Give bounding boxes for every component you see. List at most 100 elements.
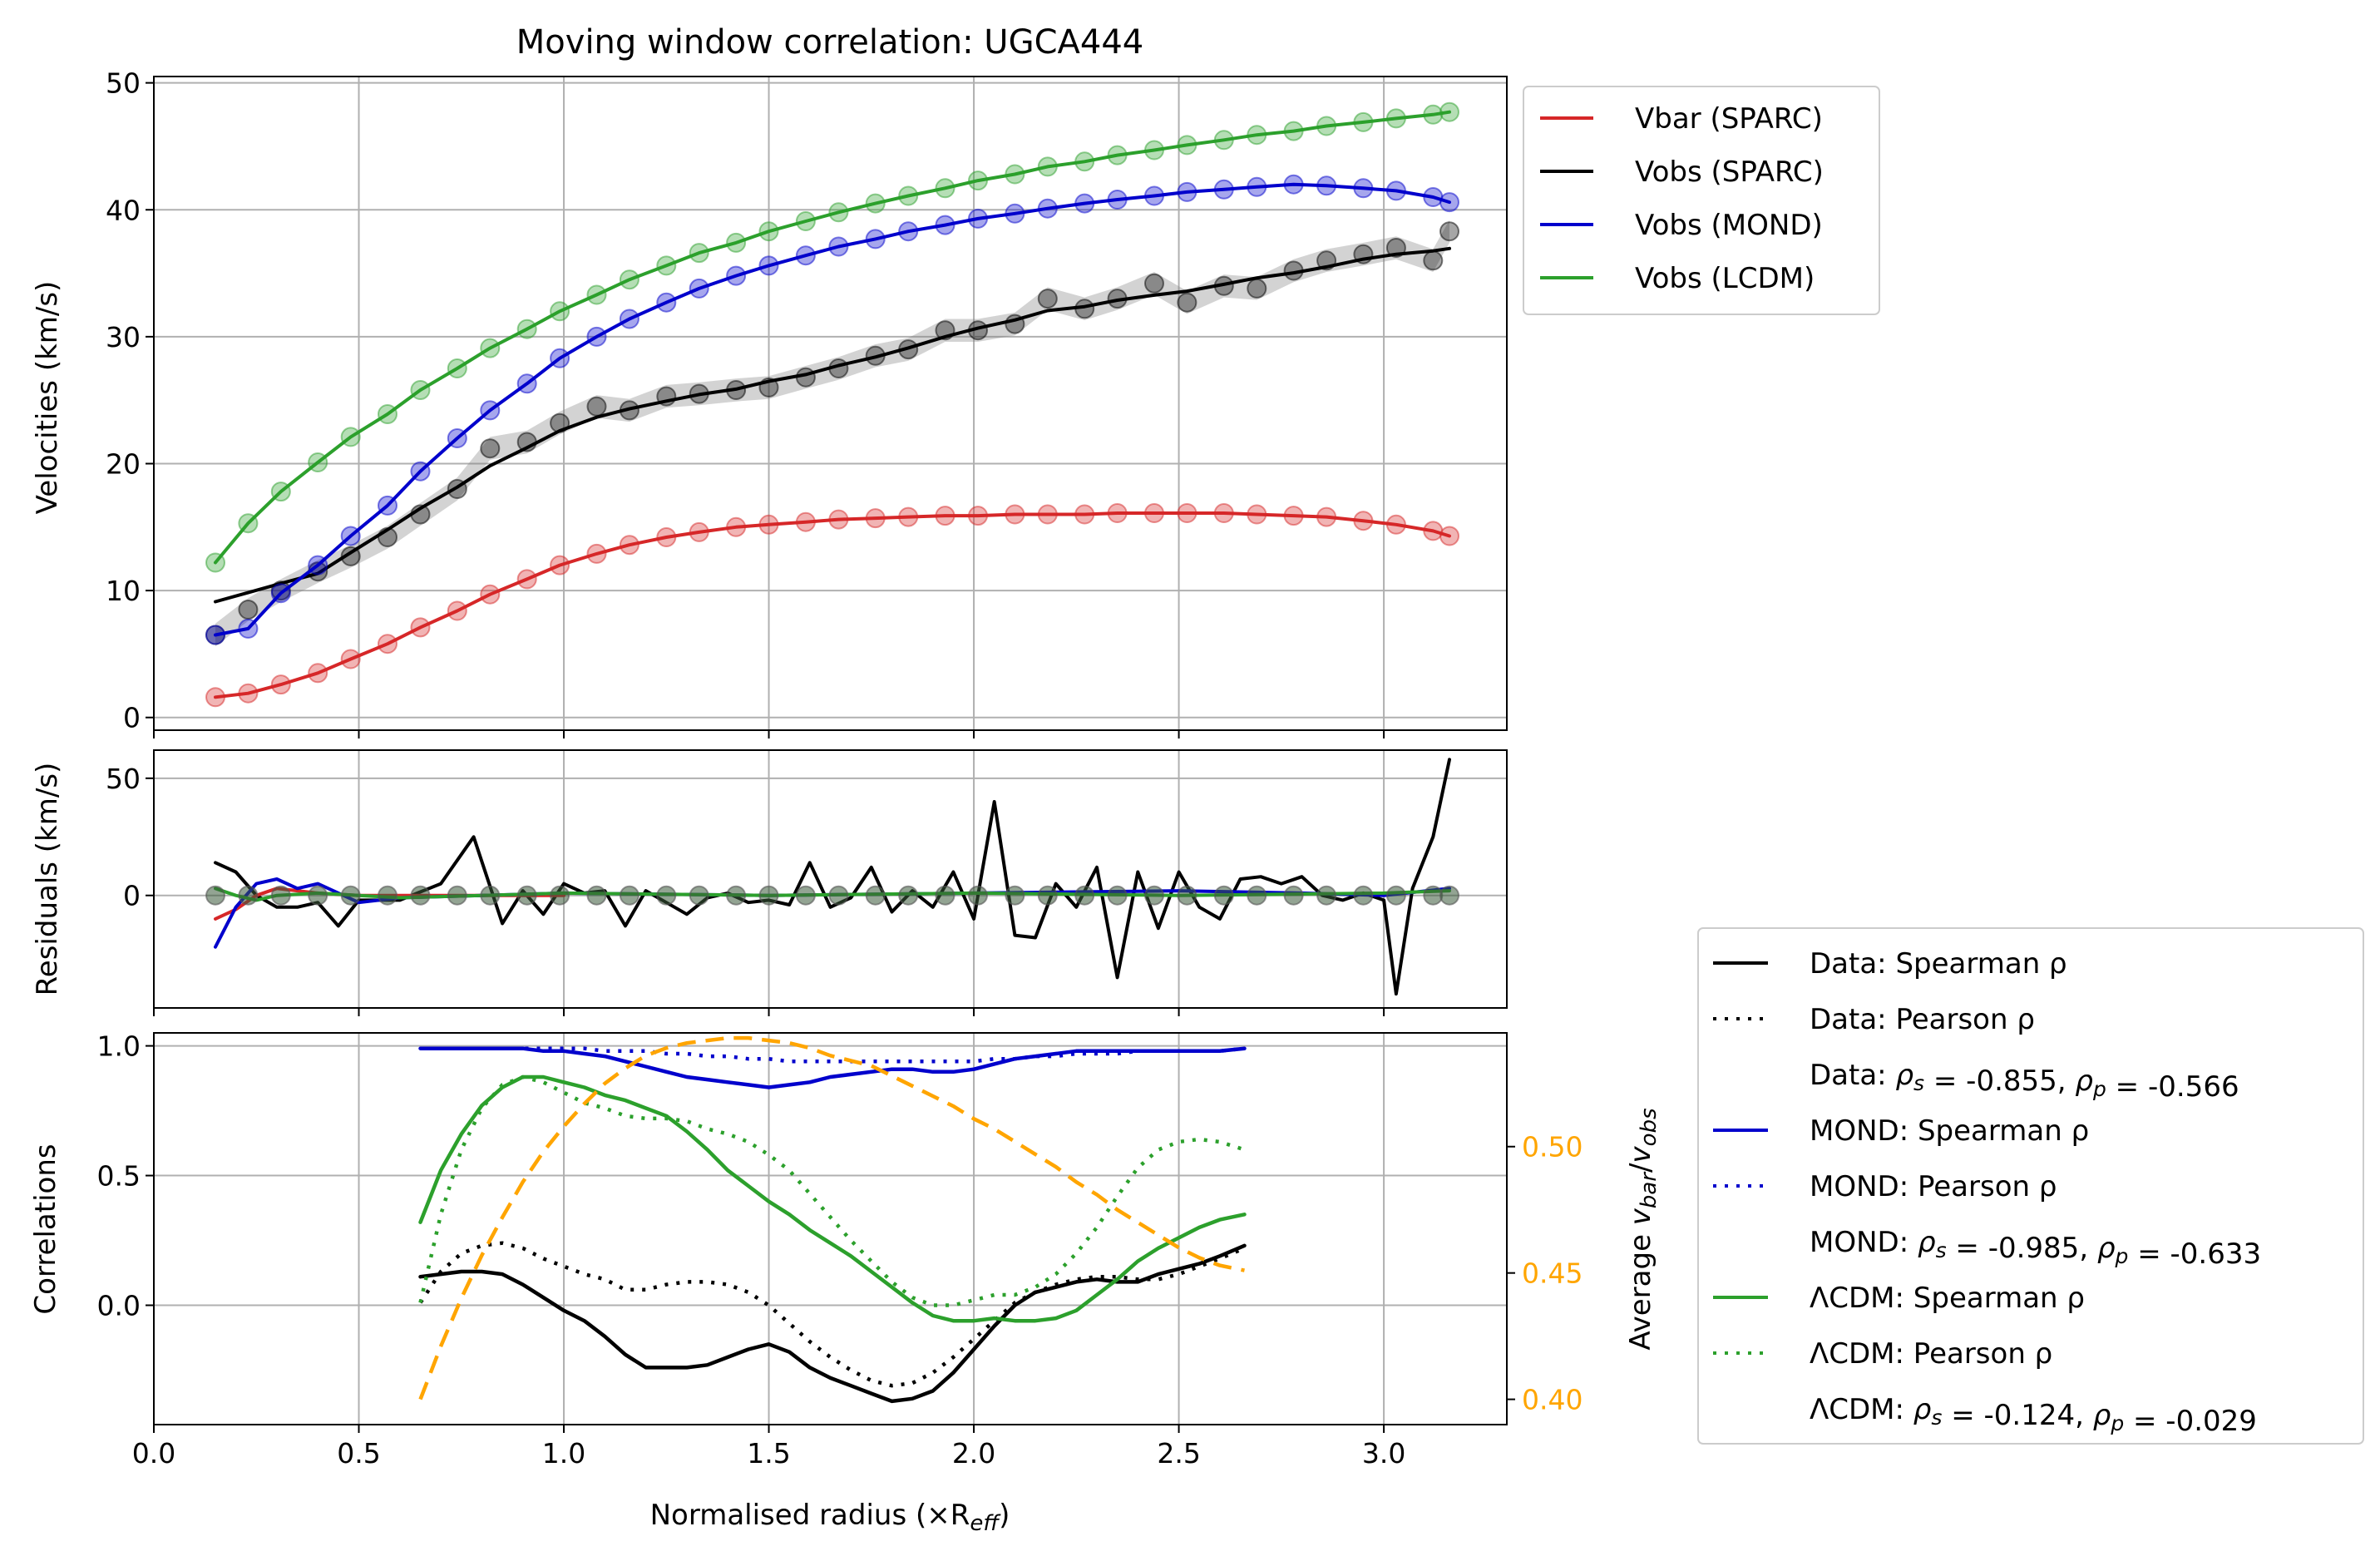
correlation-y-tick-label: 1.0	[97, 1030, 141, 1063]
velocity-y-label: Velocities (km/s)	[31, 281, 64, 515]
vobs-lcdm-point	[340, 427, 361, 447]
vobs-sparc-point	[516, 432, 537, 452]
vobs-lcdm-point	[865, 193, 886, 214]
residual-point	[1177, 885, 1197, 906]
legend-label-mond-s-0-985-p-0-633: MOND: ρs = -0.985, ρp = -0.633	[1810, 1226, 2261, 1271]
vobs-sparc-point	[935, 320, 955, 341]
vbar-sparc-point	[410, 617, 431, 638]
residual-y-tick-label: 0	[123, 880, 141, 912]
data-residual-line	[214, 758, 1451, 996]
vobs-sparc-point	[238, 600, 259, 620]
vobs-mond-point	[1283, 174, 1304, 195]
vobs-sparc-point	[1385, 238, 1406, 258]
residual-point	[1385, 885, 1406, 906]
vobs-lcdm-point	[758, 221, 779, 242]
vobs-lcdm-point	[1037, 156, 1058, 177]
vobs-uncertainty-band	[215, 220, 1449, 647]
vbar-sparc-point	[1213, 503, 1234, 523]
vobs-lcdm-point	[270, 482, 291, 502]
vobs-sparc-point	[1439, 221, 1459, 242]
vbar-sparc-point	[1283, 506, 1304, 526]
vbar-sparc-point	[378, 634, 397, 655]
vobs-lcdm-point	[238, 513, 259, 534]
residual-point	[410, 885, 431, 906]
vobs-lcdm-point	[516, 319, 537, 339]
correlation-y-tick-label: 0.5	[97, 1160, 141, 1193]
vbar-sparc-point	[1005, 504, 1025, 525]
vobs-mond-point	[1385, 180, 1406, 201]
velocity-y-tick-label: 10	[106, 575, 141, 607]
legend-label-cdm-s-0-124-p-0-029: ΛCDM: ρs = -0.124, ρp = -0.029	[1810, 1393, 2257, 1438]
vbar-sparc-point	[656, 527, 677, 547]
vobs-lcdm-line	[214, 110, 1451, 565]
vbar-sparc-point	[205, 687, 225, 708]
x-axis-label: Normalised radius (×Reff)	[650, 1499, 1010, 1536]
vobs-lcdm-point	[1316, 116, 1337, 136]
vobs-mond-point	[1423, 187, 1444, 207]
vobs-lcdm-point	[619, 269, 639, 290]
vobs-mond-point	[1247, 176, 1267, 197]
vbar-sparc-point	[1107, 503, 1128, 523]
vobs-mond-point	[447, 428, 467, 448]
velocity-legend: Vbar (SPARC) Vobs (SPARC) Vobs (MOND) Vobs …	[1523, 86, 1880, 315]
vobs-sparc-point	[689, 383, 709, 404]
legend-label-vobs-mond: Vobs (MOND)	[1635, 209, 1823, 242]
vobs-lcdm-point	[828, 202, 849, 223]
vobs-sparc-point	[619, 400, 639, 421]
residual-point	[238, 885, 259, 906]
correlation-panel: 0.0 0.5 1.0 0.0 0.5 1.0 1.5 2.0 2.5 3.0 0.40 0.45 0.…	[97, 1030, 1583, 1470]
vobs-sparc-point	[550, 412, 570, 433]
vobs-mond-point	[1144, 185, 1164, 206]
vbar-sparc-point	[758, 514, 779, 535]
chart-title: Moving window correlation: UGCA444	[516, 23, 1143, 62]
vobs-lcdm-point	[898, 185, 919, 206]
residual-point	[968, 885, 988, 906]
vobs-sparc-point	[1283, 260, 1304, 281]
right-y-tick-label: 0.40	[1522, 1384, 1583, 1416]
residual-point	[308, 885, 328, 906]
vobs-lcdm-point	[1353, 111, 1374, 132]
residual-point	[205, 885, 225, 906]
vobs-mond-point	[1439, 192, 1459, 213]
cdm-spearman-line	[418, 1074, 1247, 1323]
residual-point	[340, 885, 361, 906]
vobs-lcdm-point	[968, 170, 988, 191]
vbar-sparc-point	[340, 649, 361, 669]
residual-point	[447, 885, 467, 906]
vobs-sparc-point	[898, 339, 919, 360]
vobs-mond-point	[689, 278, 709, 299]
vobs-mond-point	[378, 495, 397, 516]
vbar-sparc-point	[968, 506, 988, 526]
vbar-sparc-point	[308, 663, 328, 684]
vbar-sparc-point	[1037, 504, 1058, 525]
vobs-sparc-line	[214, 246, 1451, 604]
velocity-y-tick-label: 50	[106, 67, 141, 100]
legend-label-data-pearson: Data: Pearson ρ	[1810, 1003, 2035, 1036]
legend-label-mond-spearman: MOND: Spearman ρ	[1810, 1114, 2089, 1148]
vobs-mond-point	[410, 461, 431, 482]
residual-point	[898, 885, 919, 906]
vobs-sparc-point	[758, 377, 779, 398]
vbar-sparc-point	[1316, 506, 1337, 527]
vobs-mond-point	[968, 208, 988, 229]
vobs-mond-point	[270, 583, 291, 604]
residual-point	[1247, 885, 1267, 906]
residual-point	[1037, 885, 1058, 906]
velocity-y-tick-label: 20	[106, 447, 141, 480]
mond-spearman-line	[418, 1046, 1247, 1089]
vobs-mond-point	[758, 255, 779, 276]
velocity-y-tick-label: 0	[123, 702, 141, 734]
vobs-mond-point	[340, 526, 361, 546]
vobs-lcdm-point	[308, 452, 328, 472]
correlation-x-tick-label: 3.0	[1362, 1437, 1405, 1470]
vobs-sparc-point	[340, 546, 361, 566]
vobs-lcdm-point	[1213, 130, 1234, 151]
velocity-frame	[153, 76, 1508, 731]
correlation-x-tick-label: 1.0	[542, 1437, 585, 1470]
vobs-lcdm-point	[1247, 125, 1267, 146]
right-y-tick-label: 0.45	[1522, 1257, 1583, 1290]
vbar-sparc-point	[828, 509, 849, 530]
vobs-sparc-point	[1037, 289, 1058, 309]
correlation-legend-box	[1697, 927, 2364, 1445]
vbar-sparc-point	[1074, 504, 1095, 525]
